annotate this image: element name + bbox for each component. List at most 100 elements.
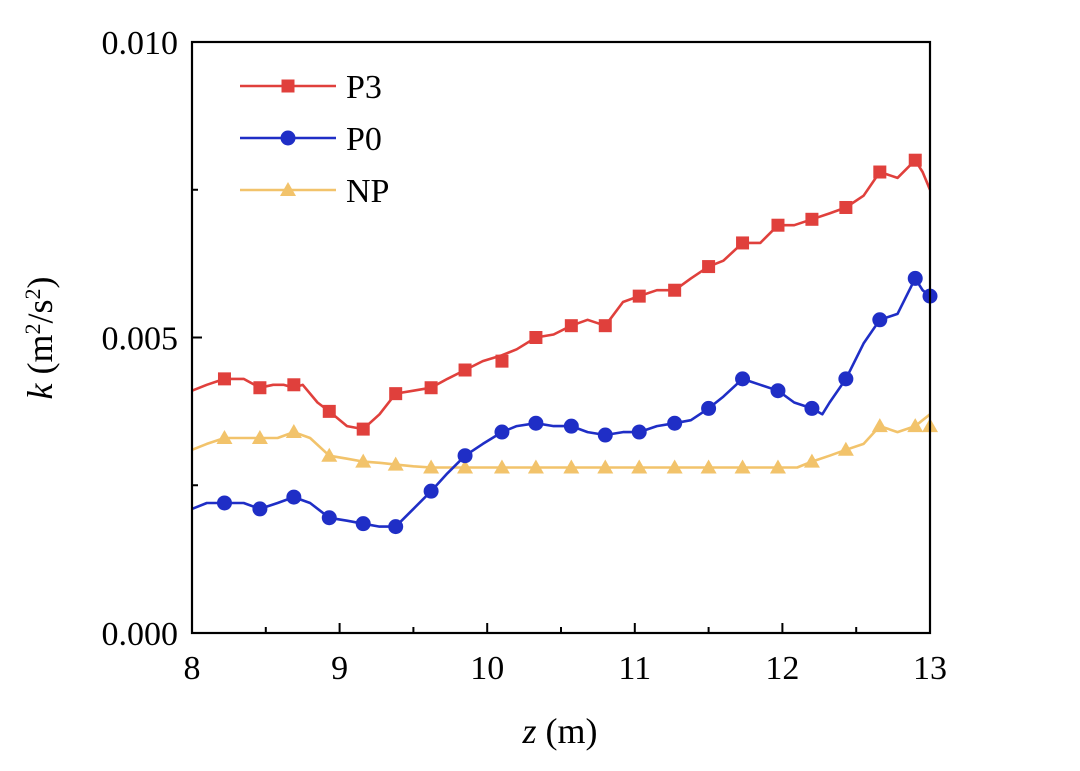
y-axis-title: k (m2/s2) xyxy=(20,277,61,400)
data-point-p0 xyxy=(457,448,473,464)
y-axis-title-pre: (m xyxy=(20,335,60,384)
data-point-np xyxy=(457,459,474,474)
x-tick-label: 9 xyxy=(331,650,348,687)
data-point-np xyxy=(769,459,786,474)
data-point-np xyxy=(700,459,717,474)
legend-marker-p3 xyxy=(281,79,295,93)
data-point-p0 xyxy=(355,516,371,532)
data-point-p0 xyxy=(388,519,404,535)
data-point-p0 xyxy=(770,383,786,399)
series-np xyxy=(191,413,938,474)
data-point-p0 xyxy=(907,270,923,286)
data-point-p3 xyxy=(873,165,887,179)
data-point-p0 xyxy=(872,312,888,328)
data-point-np xyxy=(597,459,614,474)
data-point-p0 xyxy=(494,424,510,440)
data-point-p3 xyxy=(287,378,301,392)
data-point-p3 xyxy=(839,200,853,214)
legend-label-np: NP xyxy=(346,173,389,210)
x-axis-title: z (m) xyxy=(522,711,598,751)
data-point-p3 xyxy=(356,422,370,436)
series-line-p0 xyxy=(191,277,931,528)
data-point-np xyxy=(666,459,683,474)
data-point-p3 xyxy=(495,354,509,368)
series-p0 xyxy=(191,270,938,535)
data-point-p3 xyxy=(424,381,438,395)
data-point-p0 xyxy=(286,489,302,505)
legend-label-p3: P3 xyxy=(346,69,382,106)
x-tick-label: 8 xyxy=(184,650,201,687)
legend-marker-p0 xyxy=(280,130,296,146)
legend-item-np: NP xyxy=(240,173,389,210)
data-point-p3 xyxy=(389,387,403,401)
x-axis-title-var: z xyxy=(522,711,537,751)
x-tick-label: 13 xyxy=(913,650,947,687)
y-tick-label: 0.000 xyxy=(102,616,179,653)
legend-marker-np xyxy=(280,182,296,196)
data-point-p3 xyxy=(458,363,472,377)
x-tick-label: 12 xyxy=(765,650,799,687)
x-tick-label: 11 xyxy=(618,650,651,687)
legend-item-p3: P3 xyxy=(240,69,382,106)
data-point-np xyxy=(907,418,924,433)
data-point-p3 xyxy=(322,404,336,418)
series-p3 xyxy=(191,153,932,436)
data-point-p0 xyxy=(804,400,820,416)
series-layer xyxy=(191,153,938,535)
y-tick-label: 0.010 xyxy=(102,25,179,62)
data-point-p3 xyxy=(529,331,543,344)
data-point-p3 xyxy=(908,153,922,167)
data-point-np xyxy=(251,429,268,444)
data-point-p0 xyxy=(563,418,579,434)
legend: P3 P0 NP xyxy=(240,69,389,210)
data-point-p0 xyxy=(528,415,544,431)
data-point-p3 xyxy=(805,212,819,226)
x-axis-title-unit: (m) xyxy=(537,711,598,751)
data-point-np xyxy=(871,418,888,433)
data-point-p0 xyxy=(252,501,268,517)
data-point-p3 xyxy=(598,319,612,333)
data-point-p3 xyxy=(736,236,750,250)
data-point-np xyxy=(734,459,751,474)
data-point-p0 xyxy=(423,483,439,499)
data-point-p0 xyxy=(701,400,717,416)
data-point-p0 xyxy=(667,415,683,431)
data-point-np xyxy=(355,453,372,468)
data-point-np xyxy=(563,459,580,474)
y-tick-label: 0.005 xyxy=(102,321,179,358)
data-point-p0 xyxy=(631,424,647,440)
y-axis-title-var: k xyxy=(20,383,60,400)
x-tick-label: 10 xyxy=(470,650,504,687)
data-point-np xyxy=(803,453,820,468)
data-point-p0 xyxy=(321,510,337,526)
data-point-np xyxy=(285,424,302,439)
data-point-np xyxy=(631,459,648,474)
data-point-p0 xyxy=(838,371,854,387)
data-point-p0 xyxy=(735,371,751,387)
data-point-np xyxy=(423,459,440,474)
data-point-np xyxy=(527,459,544,474)
y-axis-title-sup1: 2 xyxy=(20,324,45,335)
data-point-p3 xyxy=(632,289,646,303)
legend-item-p0: P0 xyxy=(240,121,382,158)
y-axis-title-sup2: 2 xyxy=(20,289,45,300)
data-point-p3 xyxy=(564,319,578,333)
data-point-p3 xyxy=(771,218,785,232)
data-point-np xyxy=(493,459,510,474)
data-point-p3 xyxy=(668,283,682,297)
data-point-p3 xyxy=(217,372,231,386)
ticks-layer: 8 9 10 11 12 13 0.000 0.005 0.010 xyxy=(102,25,948,687)
data-point-np xyxy=(837,441,854,456)
y-axis-title-mid: /s xyxy=(20,300,60,324)
legend-label-p0: P0 xyxy=(346,121,382,158)
data-point-np xyxy=(387,456,404,471)
data-point-np xyxy=(321,447,338,462)
data-point-p3 xyxy=(253,381,267,395)
data-point-p0 xyxy=(216,495,232,511)
data-point-np xyxy=(216,429,233,444)
y-axis-title-post: ) xyxy=(20,277,60,289)
data-point-p0 xyxy=(597,427,613,443)
data-point-p3 xyxy=(702,260,716,274)
